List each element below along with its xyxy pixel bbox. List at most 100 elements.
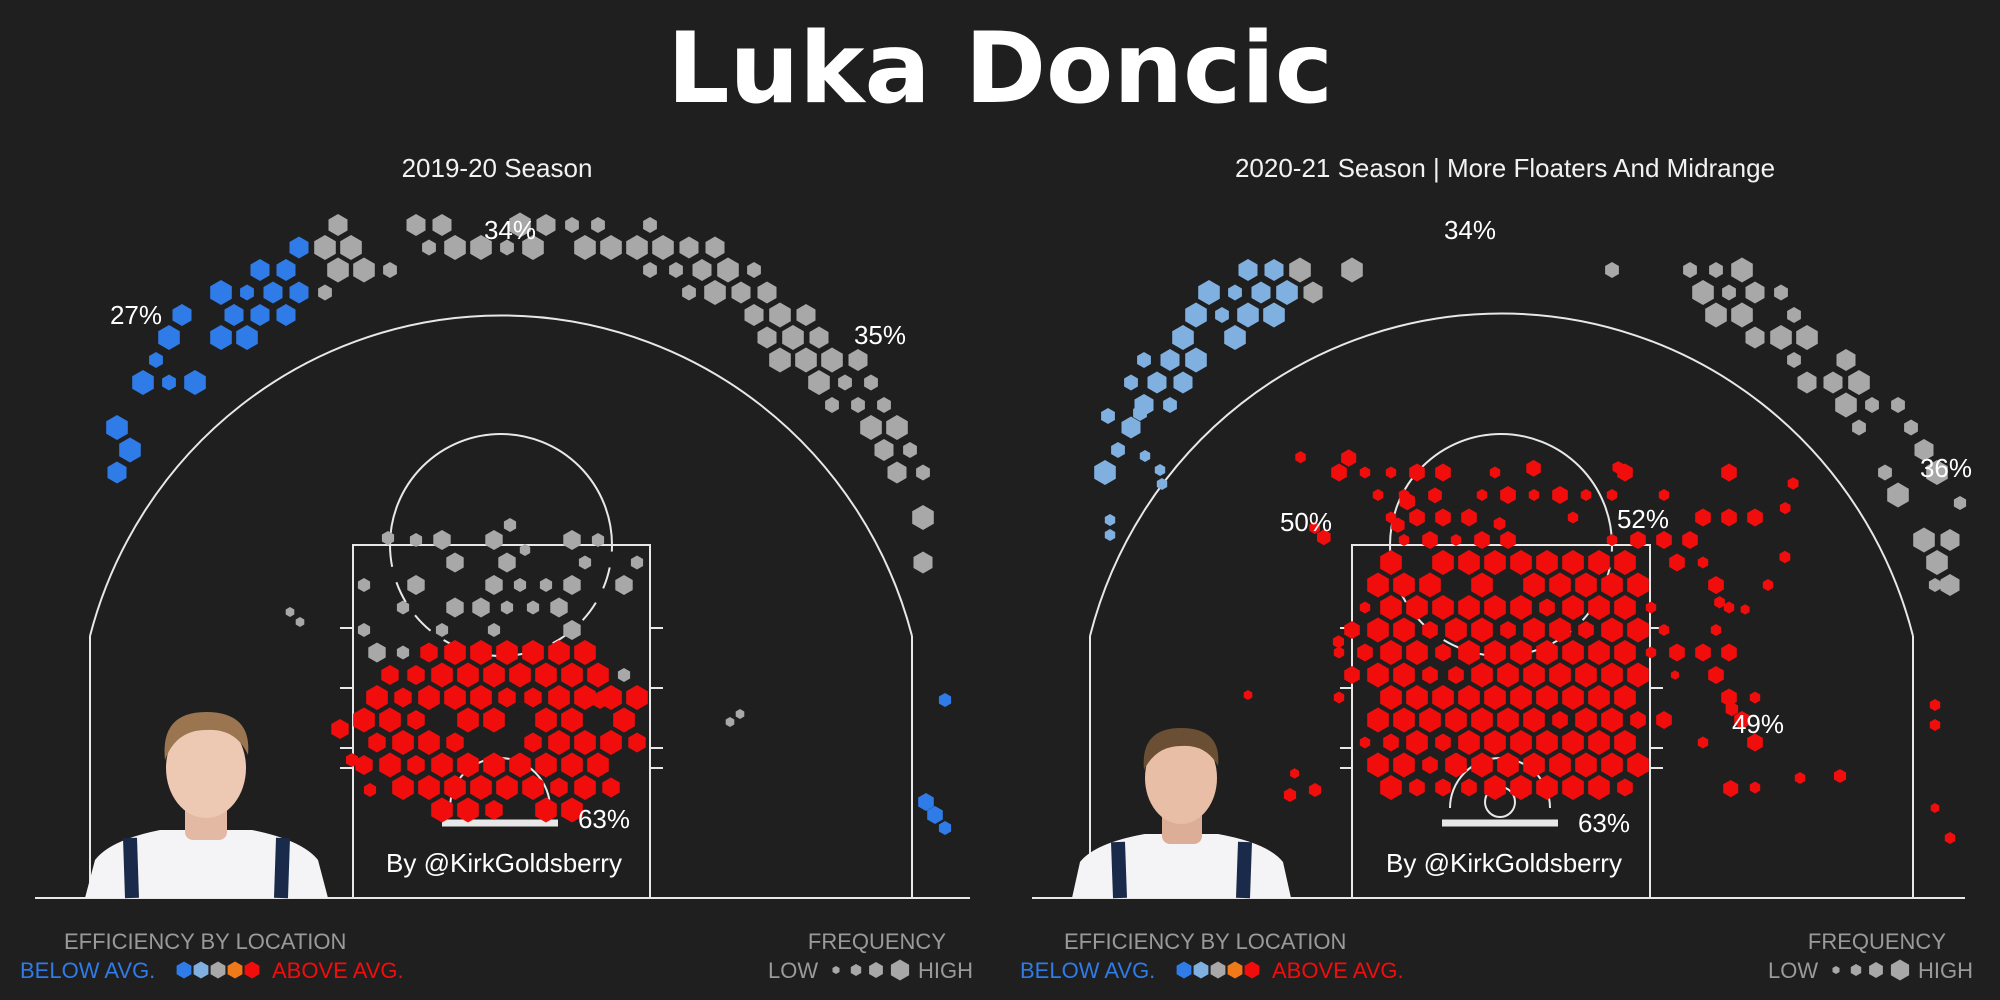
credit: By @KirkGoldsberry (1386, 848, 1622, 878)
hexbin-above-avg (1562, 640, 1584, 665)
hexbin-above-avg (1398, 534, 1410, 546)
hexbin-average-avg (357, 623, 371, 637)
hexbin-above-avg (535, 797, 557, 823)
hexbin-below-avg (172, 304, 192, 326)
hexbin-above-avg (1406, 640, 1428, 665)
hexbin-above-avg (1787, 477, 1799, 490)
hexbin-average-avg (485, 575, 503, 595)
hexbin-average-avg (383, 262, 397, 278)
hexbin-above-avg (1432, 685, 1454, 710)
photo-face (1145, 732, 1217, 824)
hexbin-average-avg (563, 530, 581, 550)
hexbin-above-avg (535, 752, 557, 778)
hexbin-above-avg (1489, 466, 1501, 479)
hexbin-above-avg (394, 687, 412, 708)
hexbin-below-avg (176, 961, 192, 979)
hexbin-average-avg (877, 397, 891, 413)
hexbin-average-avg (735, 709, 745, 719)
hexbin-above-avg (1601, 752, 1623, 778)
hexbin-average-avg (1774, 284, 1788, 301)
hexbin-below-avg (1193, 961, 1209, 979)
photo-jersey (1072, 834, 1291, 898)
annotation-pct: 34% (484, 215, 536, 245)
hexbin-above-avg (1244, 961, 1260, 979)
hexbin-above-avg (1393, 707, 1415, 733)
hexbin-above-avg (1383, 733, 1399, 752)
hexbin-above-avg (1656, 711, 1672, 729)
hexbin-above-avg (550, 777, 568, 798)
hexbin-above-avg (1344, 621, 1360, 639)
hexbin-above-avg (524, 732, 542, 753)
hexbin-above-avg (1476, 489, 1488, 501)
hexbin-above-avg (1523, 572, 1545, 598)
hexbin-average-avg (368, 642, 386, 663)
hexbin-above-avg (1601, 617, 1623, 643)
hexbin-average-avg (809, 326, 829, 349)
hexbin-above-avg (1630, 711, 1646, 729)
hexbin-above-avg (1697, 736, 1709, 749)
hexbin-above-avg (1445, 707, 1467, 733)
hexbin-below-avg (1237, 302, 1259, 328)
hexbin-above-avg (392, 775, 414, 800)
hexbin-average-avg (396, 645, 410, 660)
hexbin-average-avg (1722, 284, 1736, 301)
hexbins (106, 212, 952, 835)
hexbin-average-avg (591, 533, 605, 547)
hexbin-above-avg (1833, 769, 1847, 783)
hexbin-below-avg (938, 693, 952, 707)
hexbin-above-avg (1697, 556, 1709, 569)
hexbin-average-avg (825, 397, 839, 413)
hexbin-average-avg (318, 284, 332, 301)
hexbin-above-avg (1614, 595, 1636, 620)
hexbin-above-avg (1723, 601, 1735, 614)
photo-hair (164, 712, 249, 760)
hexbin-above-avg (1578, 621, 1594, 639)
hexbin-above-avg (1523, 752, 1545, 778)
hexbin-average-avg (210, 961, 226, 979)
hexbin-size-swatch (890, 959, 910, 981)
hexbin-above-avg (431, 752, 453, 778)
hexbin-above-avg (1435, 733, 1451, 752)
hexbin-above-avg (1714, 596, 1725, 609)
hexbin-above-avg (1435, 463, 1451, 482)
hexbin-size-swatch (1890, 959, 1910, 981)
hexbin-above-avg (1458, 685, 1480, 710)
frequency-legend-title: FREQUENCY (808, 929, 946, 954)
hexbin-above-avg (1484, 685, 1506, 710)
hexbin-above-avg (444, 775, 466, 800)
chart-subtitle: 2020-21 Season | More Floaters And Midra… (1235, 153, 1775, 183)
hexbin-below-avg (106, 415, 128, 440)
legend-low-label: LOW (1768, 958, 1818, 983)
hexbin-average-avg (769, 347, 791, 373)
hexbin-average-avg (821, 347, 843, 373)
hexbin-above-avg (1409, 508, 1425, 527)
legend-color-swatches (176, 961, 260, 979)
hexbin-above-avg (1309, 521, 1320, 534)
legend-size-swatches (832, 959, 910, 981)
hexbin-above-avg (483, 707, 505, 733)
hexbin-average-avg (851, 397, 865, 413)
hexbin-above-avg (574, 775, 596, 800)
hexbin-below-avg (1276, 280, 1298, 305)
hexbin-above-avg (1670, 670, 1679, 680)
player-photo (85, 712, 328, 899)
hexbin-above-avg (1332, 635, 1344, 649)
hexbin-size-swatch (850, 964, 862, 976)
hexbin-above-avg (1552, 711, 1568, 729)
hexbin-above-avg (1740, 604, 1750, 615)
hexbin-above-avg (1708, 576, 1724, 594)
hexbin-average-avg (887, 461, 907, 484)
hexbin-above-avg (1500, 531, 1516, 549)
hexbin-average-avg (487, 623, 501, 637)
hexbin-average-avg (500, 239, 514, 256)
hexbin-above-avg (1929, 719, 1941, 731)
hexbin-above-avg (444, 685, 466, 710)
hexbin-above-avg (1779, 502, 1791, 515)
hexbin-above-avg (561, 797, 583, 823)
hexbin-above-avg (1645, 646, 1657, 659)
hexbin-average-avg (1848, 370, 1870, 395)
photo-jersey (85, 830, 328, 898)
hexbin-below-avg (250, 259, 270, 281)
hexbin-average-avg (682, 284, 696, 301)
legend-below-label: BELOW AVG. (20, 958, 155, 983)
